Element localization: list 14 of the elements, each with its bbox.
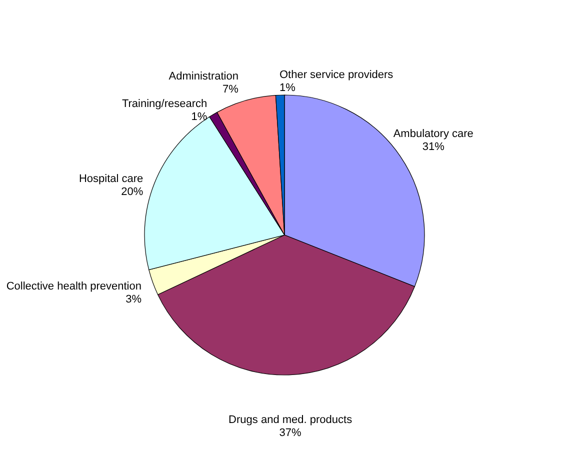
slice-label: Training/research	[122, 98, 208, 110]
data-label: 1%	[279, 82, 296, 94]
slice-label: Administration	[168, 70, 238, 83]
data-label: 20%	[121, 186, 144, 198]
data-label: 37%	[279, 426, 302, 439]
data-label: 3%	[126, 293, 142, 306]
slice-label: Drugs and med. products	[228, 414, 353, 426]
data-label: 7%	[222, 84, 239, 96]
slice-label: Other service providers	[279, 69, 394, 82]
data-label: 1%	[191, 111, 208, 124]
slice-label: Hospital care	[78, 173, 144, 186]
slice-label: Ambulatory care	[393, 128, 474, 140]
slice-label: Collective health prevention	[6, 280, 142, 292]
data-label: 31%	[422, 140, 445, 153]
